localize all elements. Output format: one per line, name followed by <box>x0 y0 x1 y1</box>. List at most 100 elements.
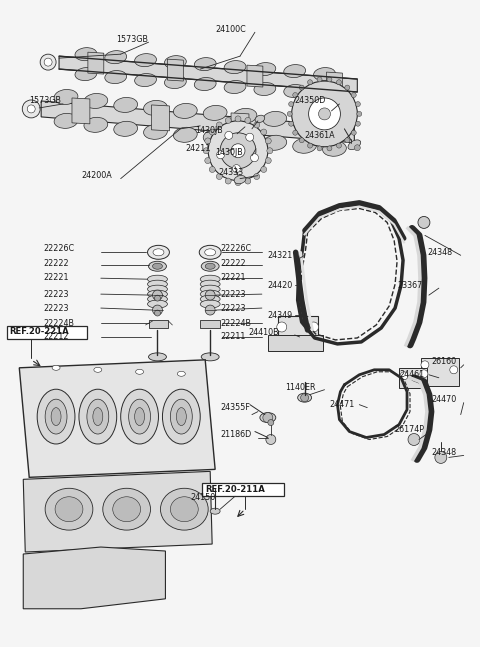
Text: 22223: 22223 <box>220 290 246 299</box>
Ellipse shape <box>255 115 264 122</box>
Text: 24410B: 24410B <box>248 329 278 338</box>
Ellipse shape <box>114 122 138 137</box>
Circle shape <box>267 148 273 154</box>
Circle shape <box>351 130 356 135</box>
Text: 24348: 24348 <box>427 248 452 257</box>
Circle shape <box>309 98 340 130</box>
Ellipse shape <box>37 389 75 444</box>
Ellipse shape <box>233 109 257 124</box>
Text: 24200A: 24200A <box>81 171 112 180</box>
Ellipse shape <box>45 399 67 434</box>
Text: 1573GB: 1573GB <box>29 96 61 105</box>
Text: 24361A: 24361A <box>305 131 335 140</box>
Ellipse shape <box>194 78 216 91</box>
Polygon shape <box>19 360 215 477</box>
Circle shape <box>209 166 215 173</box>
Circle shape <box>40 54 56 70</box>
Circle shape <box>220 133 256 169</box>
Ellipse shape <box>176 408 186 426</box>
Ellipse shape <box>135 54 156 67</box>
Ellipse shape <box>103 488 151 530</box>
Ellipse shape <box>254 83 276 96</box>
Circle shape <box>317 146 322 151</box>
Circle shape <box>225 118 231 124</box>
Ellipse shape <box>94 367 102 372</box>
Circle shape <box>351 93 356 98</box>
Ellipse shape <box>136 369 144 374</box>
Ellipse shape <box>200 295 220 303</box>
Ellipse shape <box>147 295 168 303</box>
Bar <box>7 326 87 339</box>
Ellipse shape <box>263 135 287 150</box>
Ellipse shape <box>147 275 168 283</box>
Ellipse shape <box>178 371 185 377</box>
Bar <box>421 358 459 386</box>
Ellipse shape <box>293 138 316 153</box>
Text: 24333: 24333 <box>218 168 243 177</box>
Circle shape <box>293 130 298 135</box>
Ellipse shape <box>170 399 192 434</box>
Ellipse shape <box>323 141 347 157</box>
Ellipse shape <box>233 132 257 148</box>
Bar <box>148 320 168 328</box>
Text: 22222: 22222 <box>43 259 69 268</box>
Text: 22223: 22223 <box>220 303 246 313</box>
Circle shape <box>317 77 322 82</box>
Ellipse shape <box>147 285 168 293</box>
Circle shape <box>231 144 245 158</box>
Ellipse shape <box>147 290 168 298</box>
Ellipse shape <box>75 67 97 81</box>
Polygon shape <box>326 72 342 94</box>
Ellipse shape <box>323 117 347 133</box>
Circle shape <box>261 166 267 173</box>
Circle shape <box>203 148 209 154</box>
Circle shape <box>254 122 260 128</box>
Text: 24100C: 24100C <box>215 25 246 34</box>
Ellipse shape <box>165 76 186 89</box>
Ellipse shape <box>55 497 83 521</box>
Text: 24471: 24471 <box>329 400 355 409</box>
Ellipse shape <box>87 399 109 434</box>
Circle shape <box>153 305 162 315</box>
Circle shape <box>355 102 360 107</box>
Ellipse shape <box>54 89 78 104</box>
Polygon shape <box>23 547 166 609</box>
Text: 24150: 24150 <box>190 493 216 502</box>
Ellipse shape <box>199 245 221 259</box>
Ellipse shape <box>254 63 276 76</box>
Circle shape <box>216 151 225 159</box>
Ellipse shape <box>160 488 208 530</box>
Ellipse shape <box>313 87 336 100</box>
Ellipse shape <box>173 104 197 118</box>
Ellipse shape <box>120 389 158 444</box>
Polygon shape <box>231 113 249 139</box>
Text: 24470: 24470 <box>431 395 456 404</box>
Circle shape <box>292 81 357 147</box>
Circle shape <box>345 138 350 143</box>
Ellipse shape <box>234 175 246 184</box>
Circle shape <box>27 105 35 113</box>
Polygon shape <box>72 98 90 124</box>
Circle shape <box>232 164 240 173</box>
Ellipse shape <box>51 408 61 426</box>
Text: 26174P: 26174P <box>394 425 424 434</box>
Circle shape <box>245 178 251 184</box>
Circle shape <box>336 143 341 148</box>
Text: 24321: 24321 <box>268 251 293 260</box>
Ellipse shape <box>348 140 360 149</box>
Circle shape <box>205 158 211 164</box>
Circle shape <box>336 80 341 85</box>
Circle shape <box>327 77 332 82</box>
Text: 22226C: 22226C <box>220 244 251 253</box>
Ellipse shape <box>203 105 227 120</box>
Circle shape <box>354 145 360 151</box>
Circle shape <box>261 129 267 135</box>
Circle shape <box>299 85 304 90</box>
Circle shape <box>287 111 292 116</box>
Text: REF.20-221A: REF.20-221A <box>9 327 69 336</box>
Bar <box>268 335 323 351</box>
Ellipse shape <box>224 61 246 74</box>
Circle shape <box>355 121 360 126</box>
Ellipse shape <box>105 71 127 83</box>
Ellipse shape <box>200 275 220 283</box>
